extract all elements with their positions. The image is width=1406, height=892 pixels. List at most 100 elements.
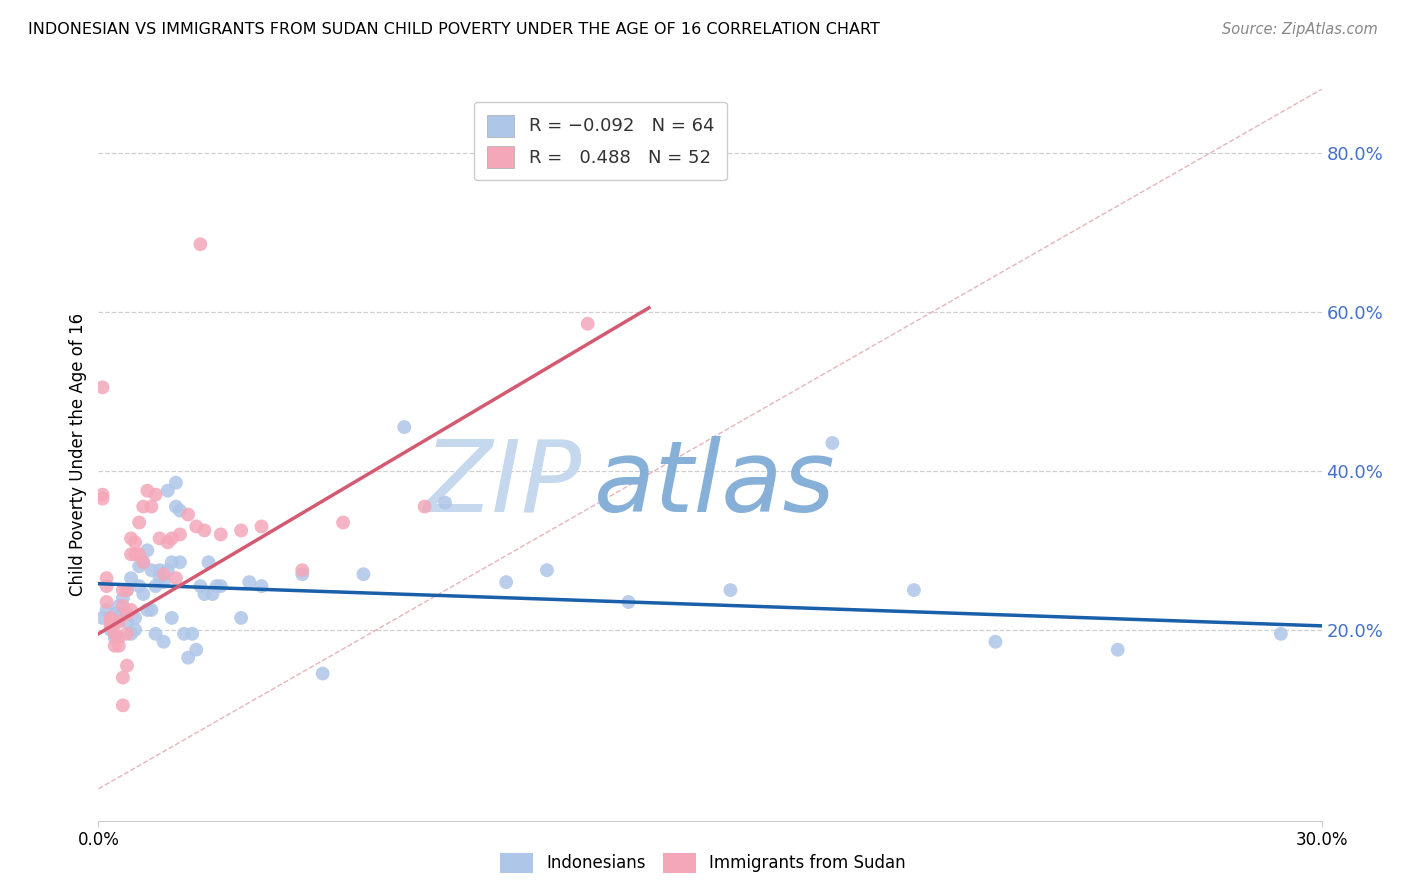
Point xyxy=(149,571,172,585)
Point xyxy=(188,579,212,593)
Point xyxy=(231,524,253,538)
Point xyxy=(108,639,131,653)
Point xyxy=(115,607,138,621)
Point xyxy=(188,237,212,252)
Point xyxy=(201,587,224,601)
Point xyxy=(128,559,150,574)
Point xyxy=(104,615,127,629)
Point xyxy=(205,579,228,593)
Point xyxy=(165,571,187,585)
Point xyxy=(145,488,167,502)
Text: INDONESIAN VS IMMIGRANTS FROM SUDAN CHILD POVERTY UNDER THE AGE OF 16 CORRELATIO: INDONESIAN VS IMMIGRANTS FROM SUDAN CHIL… xyxy=(28,22,880,37)
Point xyxy=(145,627,167,641)
Point xyxy=(181,627,204,641)
Point xyxy=(193,524,215,538)
Point xyxy=(96,595,118,609)
Point xyxy=(115,615,138,629)
Point xyxy=(173,627,195,641)
Point xyxy=(165,475,187,490)
Point xyxy=(177,508,200,522)
Point xyxy=(124,547,146,561)
Point xyxy=(132,500,155,514)
Point xyxy=(332,516,354,530)
Point xyxy=(104,607,127,621)
Point xyxy=(108,615,131,629)
Point xyxy=(91,488,114,502)
Point xyxy=(209,527,232,541)
Point xyxy=(104,639,127,653)
Point xyxy=(495,575,517,590)
Point xyxy=(111,583,134,598)
Point xyxy=(120,547,142,561)
Point xyxy=(152,575,174,590)
Point xyxy=(392,420,416,434)
Point xyxy=(145,579,167,593)
Point xyxy=(136,543,159,558)
Point xyxy=(156,563,179,577)
Point xyxy=(115,583,138,598)
Point xyxy=(141,563,163,577)
Point xyxy=(115,583,138,598)
Point xyxy=(91,611,114,625)
Point xyxy=(186,519,208,533)
Point xyxy=(149,532,172,546)
Point xyxy=(108,599,131,613)
Point xyxy=(231,611,253,625)
Point xyxy=(250,519,273,533)
Point xyxy=(536,563,558,577)
Point xyxy=(197,555,219,569)
Point xyxy=(100,623,122,637)
Point xyxy=(576,317,599,331)
Point xyxy=(169,555,191,569)
Point xyxy=(115,627,138,641)
Point xyxy=(312,666,335,681)
Point xyxy=(720,583,742,598)
Point xyxy=(160,611,183,625)
Point xyxy=(128,579,150,593)
Point xyxy=(984,634,1007,648)
Point xyxy=(124,535,146,549)
Point xyxy=(177,650,200,665)
Point xyxy=(186,642,208,657)
Point xyxy=(100,615,122,629)
Point xyxy=(91,491,114,506)
Point xyxy=(111,607,134,621)
Point xyxy=(152,567,174,582)
Text: Source: ZipAtlas.com: Source: ZipAtlas.com xyxy=(1222,22,1378,37)
Point xyxy=(193,587,215,601)
Legend: Indonesians, Immigrants from Sudan: Indonesians, Immigrants from Sudan xyxy=(494,847,912,880)
Point xyxy=(136,603,159,617)
Point xyxy=(100,611,122,625)
Text: atlas: atlas xyxy=(593,435,835,533)
Point xyxy=(108,631,131,645)
Point xyxy=(165,500,187,514)
Point xyxy=(152,634,174,648)
Point xyxy=(96,579,118,593)
Point xyxy=(903,583,925,598)
Point xyxy=(111,671,134,685)
Point xyxy=(209,579,232,593)
Point xyxy=(104,627,127,641)
Point xyxy=(120,603,142,617)
Point xyxy=(91,380,114,394)
Legend: R = −0.092   N = 64, R =   0.488   N = 52: R = −0.092 N = 64, R = 0.488 N = 52 xyxy=(474,102,727,180)
Point xyxy=(160,555,183,569)
Point xyxy=(132,587,155,601)
Point xyxy=(169,527,191,541)
Point xyxy=(132,555,155,569)
Point xyxy=(120,627,142,641)
Point xyxy=(104,631,127,645)
Point xyxy=(169,503,191,517)
Point xyxy=(111,591,134,605)
Point xyxy=(1107,642,1129,657)
Point xyxy=(100,619,122,633)
Point xyxy=(96,603,118,617)
Point xyxy=(124,611,146,625)
Point xyxy=(1270,627,1292,641)
Point xyxy=(96,571,118,585)
Point xyxy=(413,500,436,514)
Point xyxy=(434,495,457,509)
Text: ZIP: ZIP xyxy=(423,435,582,533)
Point xyxy=(124,623,146,637)
Point xyxy=(291,563,314,577)
